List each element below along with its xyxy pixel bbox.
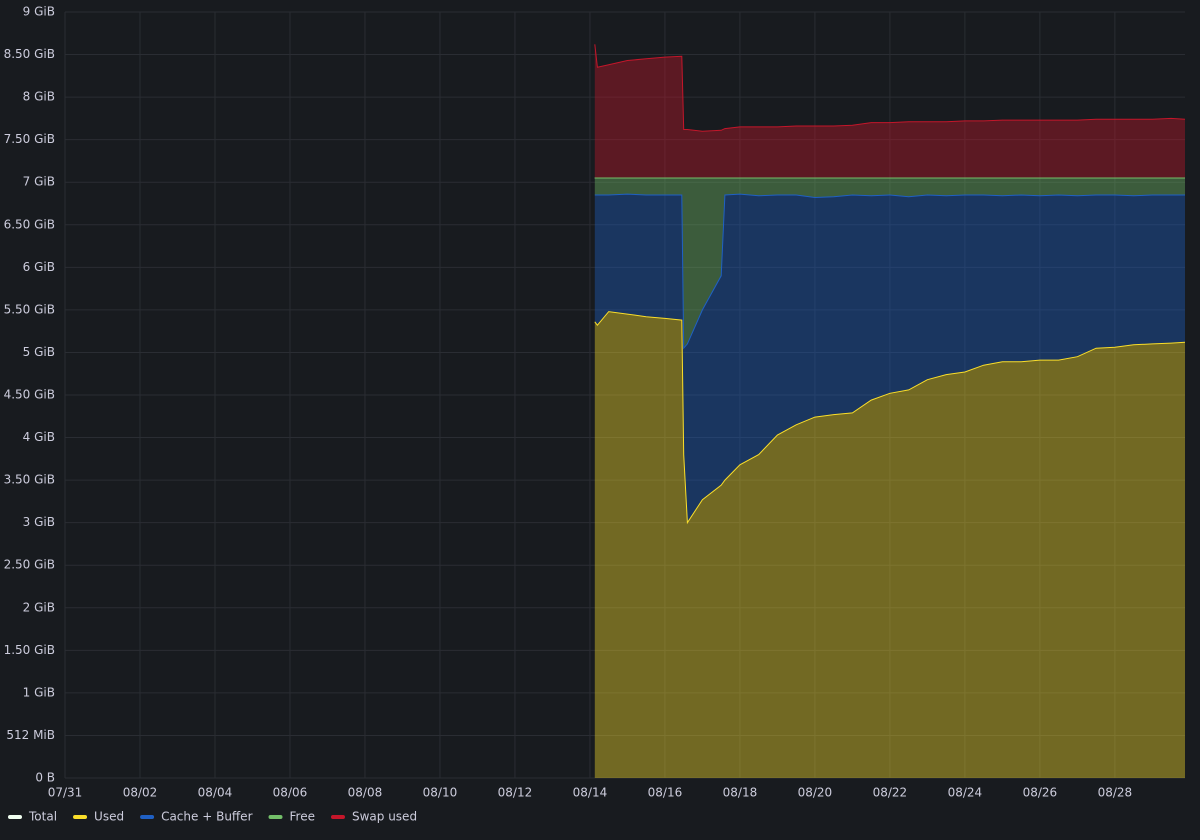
y-tick-label: 1 GiB [23, 685, 55, 699]
series-line [594, 193, 1185, 350]
legend-swatch [330, 815, 345, 819]
series-line [594, 311, 1186, 525]
y-tick-label: 7.50 GiB [4, 132, 55, 146]
y-tick-label: 3.50 GiB [4, 473, 55, 487]
x-tick-label: 08/06 [273, 786, 308, 800]
x-tick-label: 08/02 [123, 786, 158, 800]
legend-item[interactable]: Used [73, 810, 124, 824]
legend-item[interactable]: Total [8, 810, 57, 824]
y-tick-label: 9 GiB [23, 5, 55, 19]
y-tick-label: 1.50 GiB [4, 643, 55, 657]
legend-label: Cache + Buffer [161, 810, 252, 824]
x-tick-label: 08/18 [723, 786, 758, 800]
y-tick-label: 0 B [35, 771, 55, 785]
y-tick-label: 6 GiB [23, 260, 55, 274]
legend-swatch [8, 815, 22, 819]
legend-swatch [140, 815, 155, 819]
x-tick-label: 08/14 [573, 786, 608, 800]
legend-label: Swap used [352, 810, 417, 824]
x-tick-label: 08/08 [348, 786, 383, 800]
x-tick-label: 08/10 [423, 786, 458, 800]
area-fill [594, 311, 1185, 778]
y-tick-label: 7 GiB [23, 175, 55, 189]
y-tick-label: 6.50 GiB [4, 217, 55, 231]
x-tick-label: 08/22 [873, 786, 908, 800]
y-tick-label: 512 MiB [6, 728, 55, 742]
area-fill [594, 194, 1185, 523]
y-tick-label: 5 GiB [23, 345, 55, 359]
y-tick-label: 2.50 GiB [4, 558, 55, 572]
legend-label: Total [28, 810, 57, 824]
x-tick-label: 08/24 [948, 786, 983, 800]
x-tick-label: 08/04 [198, 786, 233, 800]
legend-label: Used [94, 810, 124, 824]
x-tick-label: 08/20 [798, 786, 833, 800]
legend-item[interactable]: Free [268, 810, 315, 824]
y-tick-label: 5.50 GiB [4, 302, 55, 316]
y-tick-label: 8 GiB [23, 90, 55, 104]
x-tick-label: 08/26 [1023, 786, 1058, 800]
area-fill [594, 44, 1185, 178]
x-tick-label: 07/31 [48, 786, 83, 800]
y-tick-label: 4 GiB [23, 430, 55, 444]
series-line [594, 44, 1186, 132]
legend-swatch [268, 815, 283, 819]
y-tick-label: 3 GiB [23, 515, 55, 529]
y-tick-label: 4.50 GiB [4, 388, 55, 402]
legend-swatch [73, 815, 88, 819]
legend-label: Free [290, 810, 315, 824]
x-tick-label: 08/12 [498, 786, 533, 800]
legend-item[interactable]: Cache + Buffer [140, 810, 253, 824]
x-tick-label: 08/16 [648, 786, 683, 800]
x-tick-label: 08/28 [1098, 786, 1133, 800]
y-tick-label: 2 GiB [23, 600, 55, 614]
y-tick-label: 8.50 GiB [4, 47, 55, 61]
legend-item[interactable]: Swap used [330, 810, 417, 824]
